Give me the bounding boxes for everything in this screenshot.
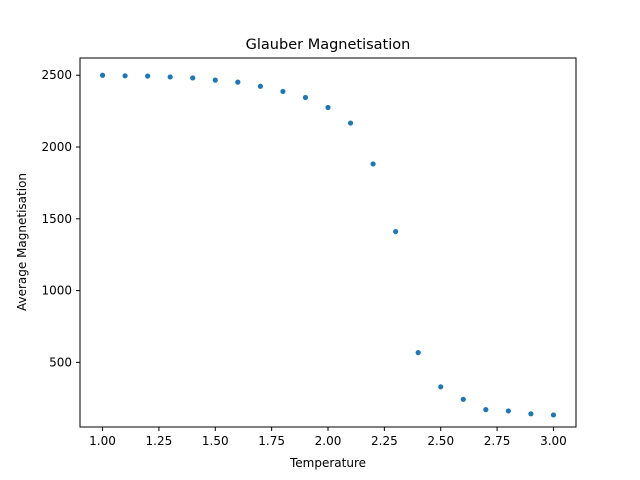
data-point bbox=[415, 350, 421, 356]
plot-area-frame bbox=[79, 57, 577, 428]
x-tick-label: 1.00 bbox=[89, 434, 116, 448]
data-point bbox=[438, 384, 444, 390]
data-point bbox=[235, 79, 241, 85]
data-point bbox=[145, 73, 151, 79]
x-tick-label: 3.00 bbox=[540, 434, 567, 448]
data-point bbox=[393, 228, 399, 235]
data-point bbox=[190, 75, 196, 81]
data-point bbox=[302, 94, 309, 101]
data-point bbox=[370, 161, 376, 167]
data-point bbox=[99, 72, 106, 78]
data-point bbox=[280, 88, 286, 95]
x-tick-label: 2.50 bbox=[427, 434, 454, 448]
y-tick-label: 2500 bbox=[41, 68, 72, 82]
data-point bbox=[167, 74, 173, 80]
chart-title: Glauber Magnetisation bbox=[246, 37, 411, 53]
x-tick-label: 1.75 bbox=[258, 434, 285, 448]
data-point bbox=[122, 73, 128, 79]
data-point bbox=[212, 77, 218, 83]
x-tick-label: 2.00 bbox=[315, 434, 342, 448]
data-point bbox=[483, 407, 489, 413]
y-tick-label: 1000 bbox=[41, 284, 72, 298]
y-tick-label: 1500 bbox=[41, 212, 72, 226]
x-tick-label: 2.25 bbox=[371, 434, 398, 448]
x-axis: 1.00 1.25 1.50 1.75 2.00 2.25 2.50 2.75 3.00 bbox=[89, 427, 567, 448]
y-axis: 500 1000 1500 2000 2500 bbox=[41, 68, 80, 369]
x-tick-label: 2.75 bbox=[484, 434, 511, 448]
data-point bbox=[347, 120, 354, 126]
data-point bbox=[505, 408, 511, 414]
y-tick-label: 2000 bbox=[41, 140, 72, 154]
y-tick-label: 500 bbox=[49, 355, 72, 369]
x-axis-label: Temperature bbox=[289, 456, 366, 470]
data-point bbox=[460, 396, 466, 402]
data-series bbox=[99, 72, 557, 418]
y-axis-label: Average Magnetisation bbox=[15, 173, 29, 311]
data-point bbox=[528, 411, 534, 417]
data-point bbox=[257, 83, 263, 89]
x-tick-label: 1.50 bbox=[202, 434, 229, 448]
x-tick-label: 1.25 bbox=[146, 434, 173, 448]
data-point bbox=[550, 412, 557, 418]
data-point bbox=[325, 104, 331, 111]
